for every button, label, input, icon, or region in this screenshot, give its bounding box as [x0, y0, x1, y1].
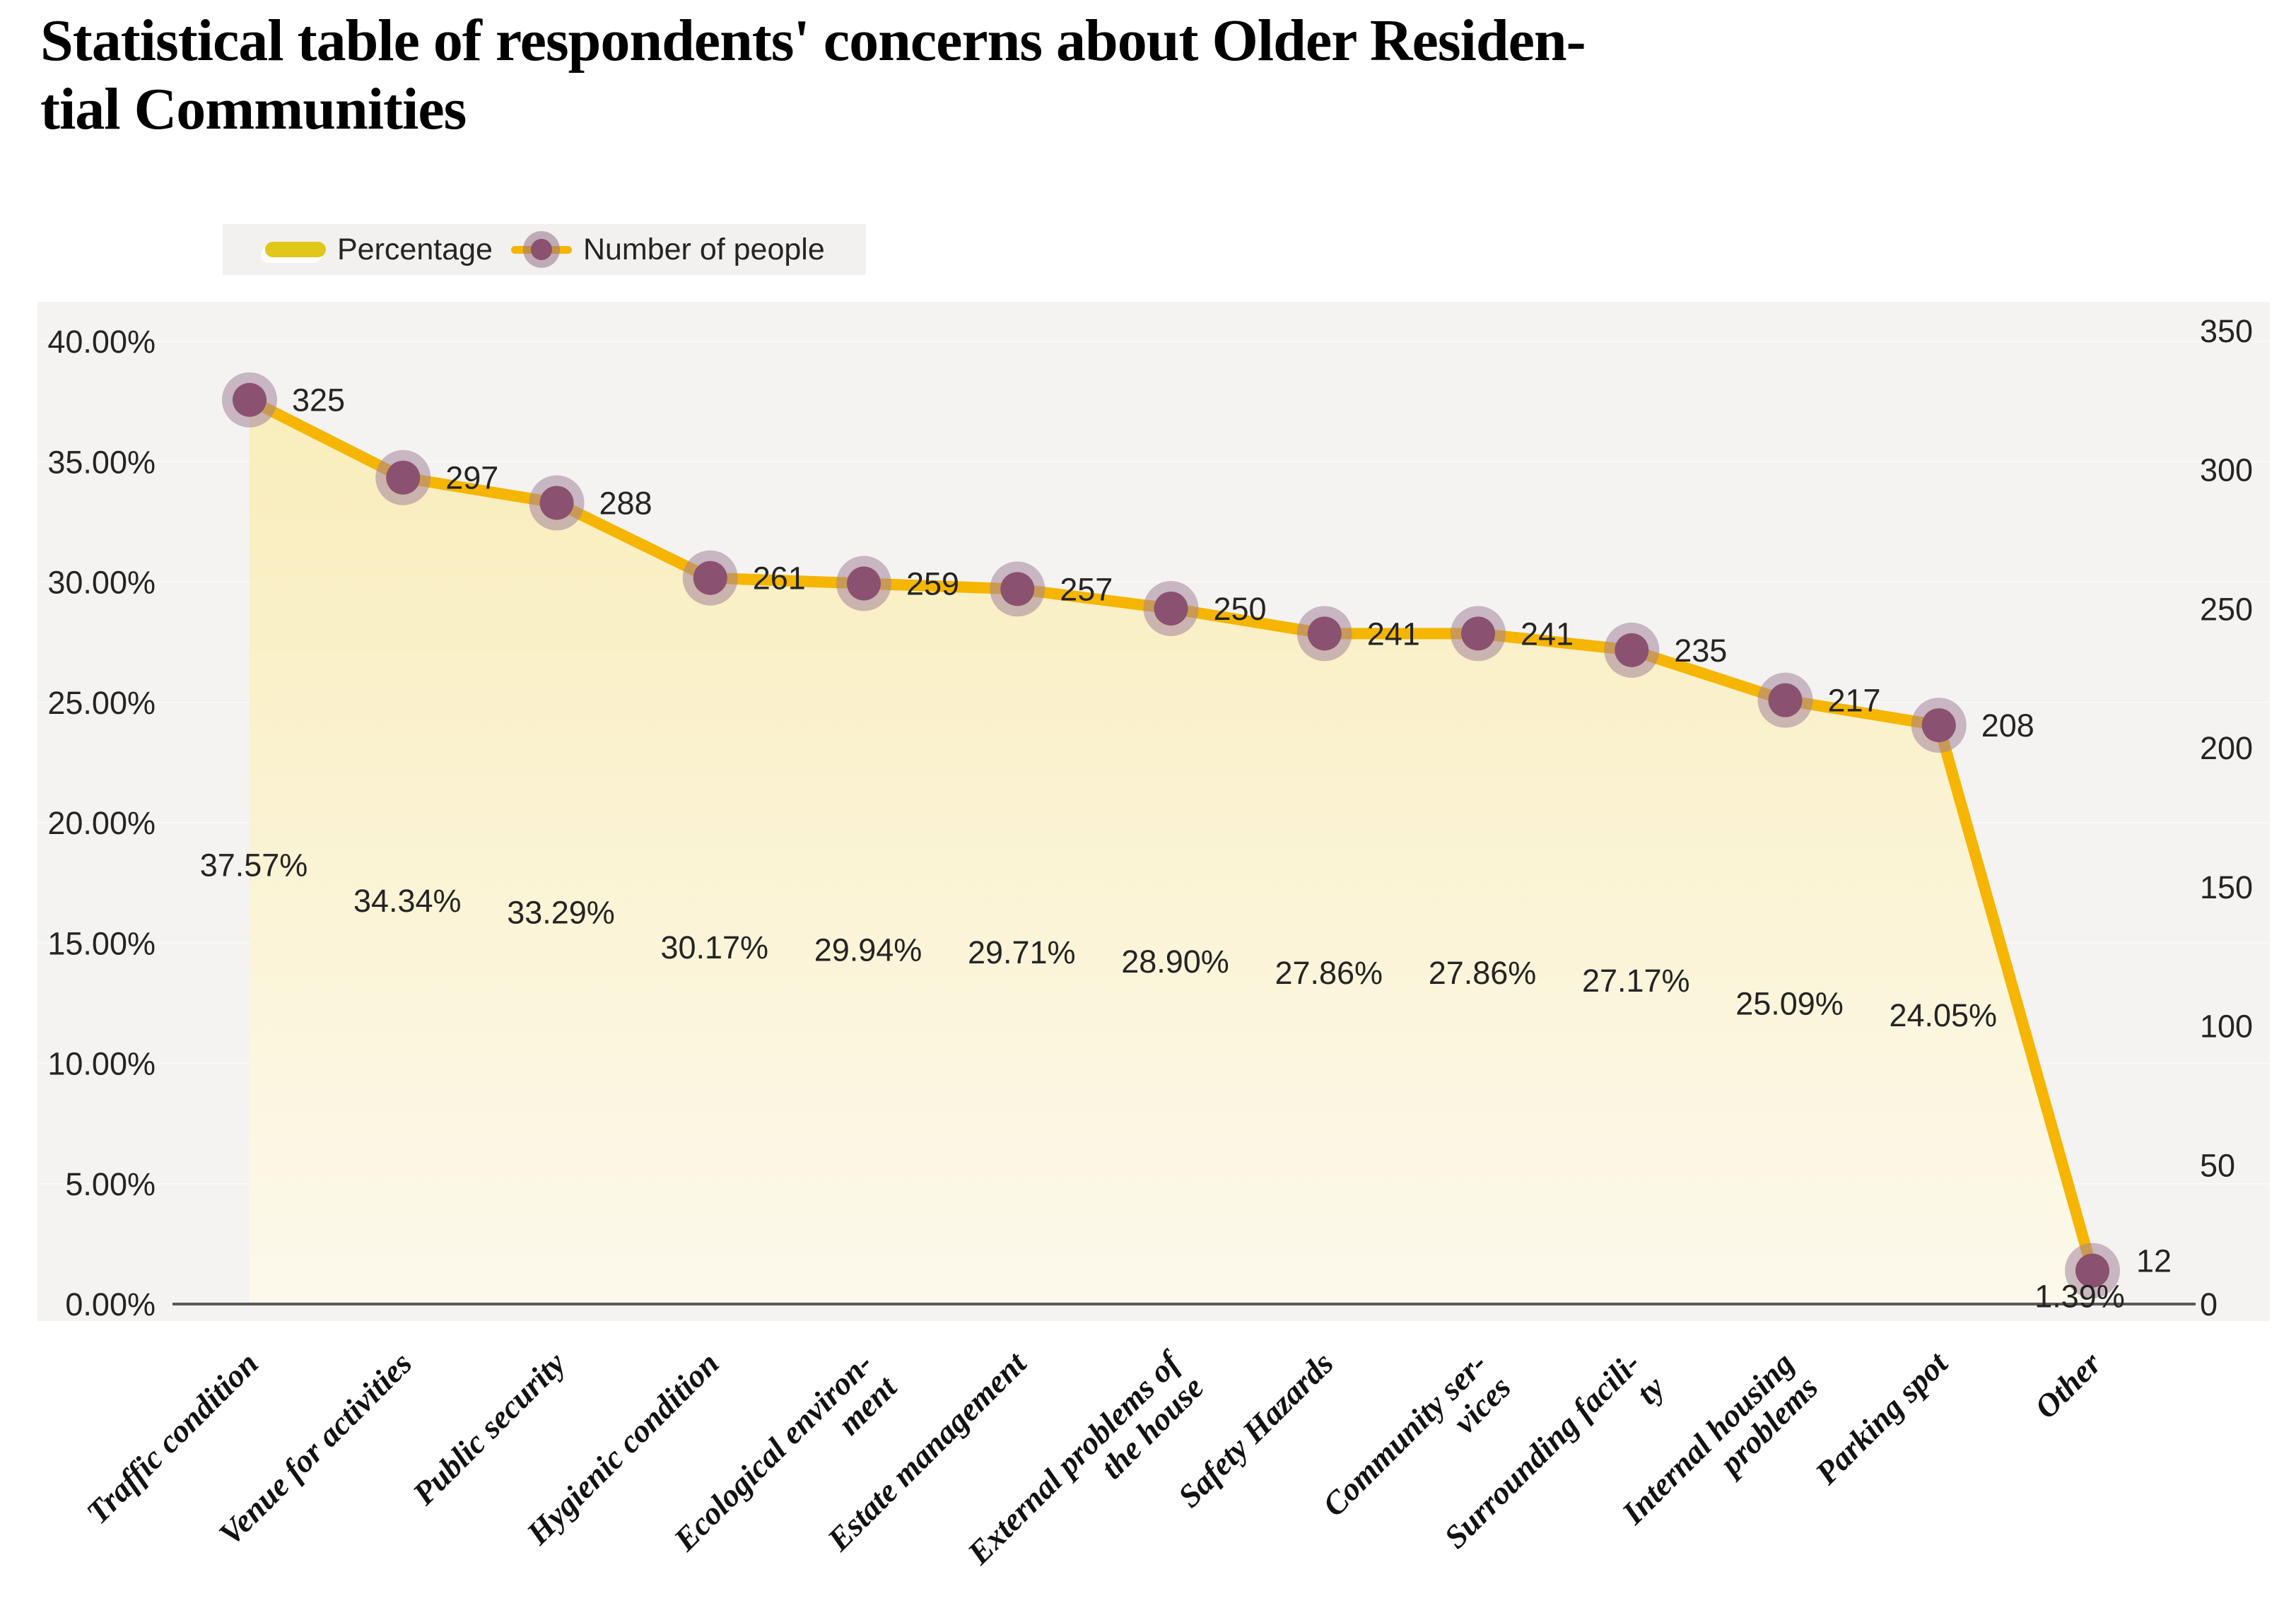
- percentage-data-label: 29.94%: [814, 932, 922, 968]
- right-axis-tick-label: 200: [2200, 730, 2253, 766]
- legend-label-percentage: Percentage: [337, 232, 493, 266]
- number-data-label: 208: [1981, 708, 2034, 744]
- percentage-data-label: 34.34%: [353, 883, 462, 919]
- left-axis-tick-label: 35.00%: [47, 444, 156, 480]
- left-axis-tick-label: 0.00%: [65, 1286, 156, 1322]
- right-axis-tick-label: 150: [2200, 869, 2253, 905]
- legend-item-percentage[interactable]: Percentage: [265, 233, 493, 267]
- chart-title-line2: tial Communities: [40, 76, 467, 142]
- left-axis-tick-label: 10.00%: [47, 1046, 156, 1082]
- right-axis-tick-label: 350: [2200, 313, 2253, 349]
- x-axis-category-label: Other: [2027, 1344, 2109, 1426]
- number-data-label: 217: [1828, 683, 1881, 719]
- percentage-data-label: 25.09%: [1735, 986, 1844, 1022]
- number-data-label: 241: [1367, 616, 1420, 652]
- x-axis-category-label: Parking spot: [1808, 1344, 1955, 1491]
- number-data-label: 241: [1521, 616, 1574, 652]
- right-axis-tick-label: 50: [2200, 1147, 2235, 1183]
- right-axis-tick-label: 0: [2200, 1286, 2218, 1322]
- x-axis-category-label: Public security: [405, 1345, 573, 1513]
- left-axis-tick-label: 20.00%: [47, 805, 156, 841]
- percentage-data-label: 30.17%: [660, 929, 768, 965]
- data-point-marker[interactable]: [1461, 616, 1495, 651]
- percentage-data-label: 1.39%: [2034, 1279, 2125, 1315]
- percentage-data-label: 24.05%: [1889, 997, 1997, 1033]
- chart-title: Statistical table of respondents' concer…: [40, 7, 2260, 143]
- data-point-marker[interactable]: [386, 460, 421, 495]
- percentage-data-label: 29.71%: [968, 934, 1076, 970]
- right-axis-tick-label: 250: [2200, 591, 2253, 627]
- x-axis-category-label: Safety Hazards: [1171, 1345, 1340, 1514]
- legend-label-number-of-people: Number of people: [582, 232, 825, 266]
- data-point-marker[interactable]: [539, 486, 574, 520]
- number-data-label: 257: [1060, 571, 1113, 607]
- number-data-label: 235: [1674, 633, 1727, 669]
- percentage-data-label: 27.86%: [1275, 955, 1383, 991]
- number-data-label: 250: [1214, 591, 1267, 627]
- percentage-data-label: 33.29%: [507, 895, 615, 931]
- number-data-label: 288: [599, 485, 652, 521]
- data-point-marker[interactable]: [1615, 633, 1649, 667]
- number-data-label: 325: [292, 382, 345, 418]
- number-of-people-marker-icon: [510, 230, 572, 269]
- left-axis-tick-label: 5.00%: [65, 1166, 156, 1202]
- percentage-data-label: 27.86%: [1429, 955, 1537, 991]
- area-series-percentage: [250, 399, 2092, 1305]
- data-point-marker[interactable]: [1921, 708, 1956, 743]
- percentage-data-label: 28.90%: [1121, 944, 1229, 980]
- left-axis-tick-label: 25.00%: [47, 685, 156, 721]
- data-point-marker[interactable]: [1154, 591, 1188, 626]
- number-data-label: 261: [753, 560, 806, 597]
- data-point-marker[interactable]: [233, 382, 266, 417]
- right-axis-tick-label: 300: [2200, 452, 2253, 488]
- legend: Percentage Number of people: [223, 224, 866, 275]
- legend-item-number-of-people[interactable]: Number of people: [510, 230, 825, 269]
- percentage-data-label: 37.57%: [200, 847, 308, 883]
- number-data-label: 12: [2136, 1243, 2172, 1279]
- data-point-marker[interactable]: [1768, 683, 1803, 717]
- data-point-marker[interactable]: [693, 560, 727, 595]
- right-axis-tick-label: 100: [2200, 1009, 2253, 1045]
- left-axis-tick-label: 40.00%: [47, 324, 156, 360]
- chart-title-line1: Statistical table of respondents' concer…: [40, 8, 1586, 74]
- data-point-marker[interactable]: [2075, 1253, 2109, 1288]
- left-axis-tick-label: 15.00%: [47, 925, 156, 961]
- data-point-marker[interactable]: [847, 566, 881, 601]
- data-point-marker[interactable]: [1307, 616, 1342, 651]
- percentage-data-label: 27.17%: [1582, 963, 1690, 999]
- number-data-label: 297: [445, 460, 498, 496]
- left-axis-tick-label: 30.00%: [47, 565, 156, 601]
- percentage-area-swatch-icon: [265, 242, 326, 257]
- number-data-label: 259: [906, 566, 959, 602]
- data-point-marker[interactable]: [1000, 572, 1035, 606]
